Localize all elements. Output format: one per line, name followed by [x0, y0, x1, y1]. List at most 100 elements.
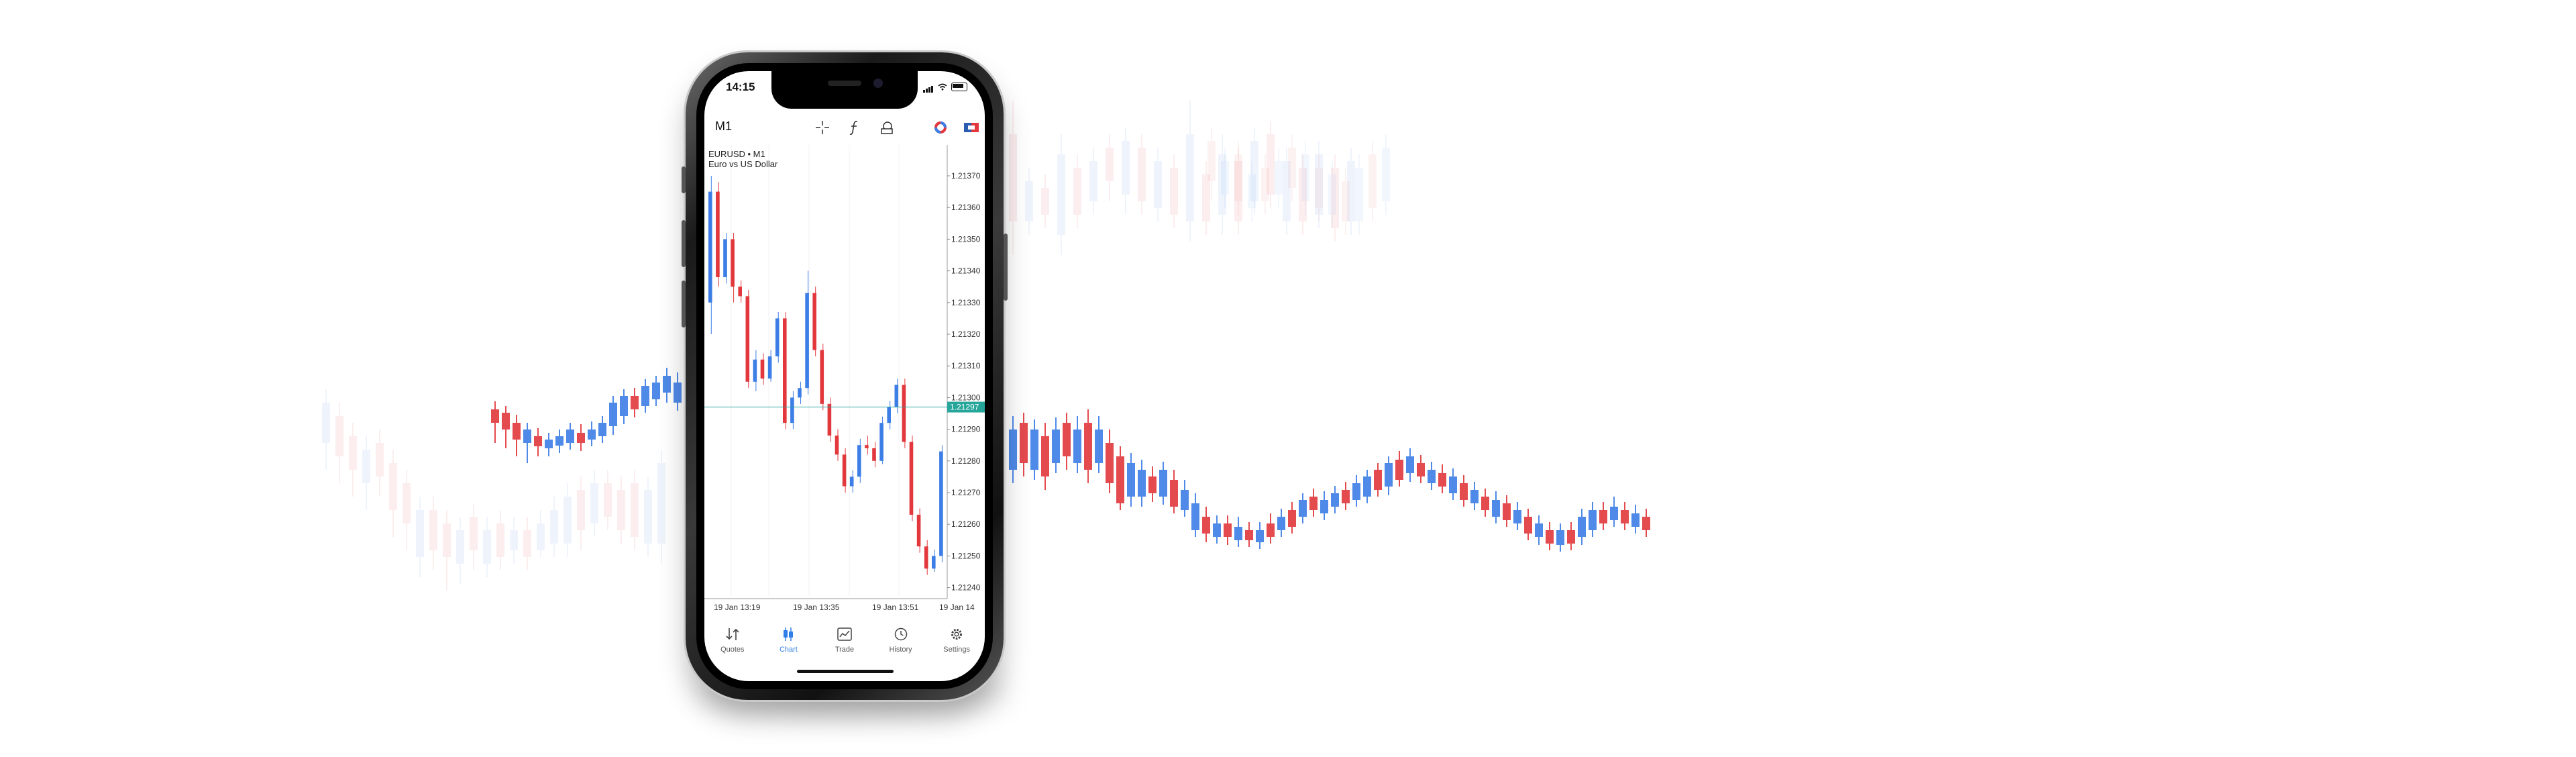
background-candle: [652, 376, 660, 406]
candle-body: [902, 385, 906, 442]
signal-icon: [923, 81, 934, 93]
background-candle: [1213, 515, 1221, 544]
background-candle: [1138, 134, 1146, 215]
tab-trade-label: Trade: [835, 646, 855, 654]
background-candle-body: [1342, 490, 1350, 503]
background-candle-body: [1041, 188, 1049, 215]
background-candle-body: [1057, 154, 1065, 235]
background-candle-body: [1599, 510, 1607, 523]
candle-body: [909, 442, 914, 515]
background-candle: [443, 510, 451, 591]
background-candle: [537, 510, 545, 557]
background-candle-body: [1438, 473, 1446, 487]
background-candle: [631, 470, 639, 550]
candle-body: [812, 293, 816, 350]
background-candle-body: [1363, 476, 1371, 497]
price-chart[interactable]: EURUSD • M1 Euro vs US Dollar 1.21370 1.2…: [704, 145, 985, 616]
crosshair-icon[interactable]: [814, 119, 830, 136]
background-candle: [1417, 455, 1425, 483]
background-candle-body: [545, 440, 553, 448]
phone-screen: 14:15 M1 EURUSD • M1 Euro vs US Dollar: [704, 71, 985, 681]
background-candle-body: [1116, 456, 1124, 503]
background-candle-body: [1170, 480, 1178, 507]
background-candle: [1009, 101, 1017, 255]
background-candle: [349, 423, 357, 497]
background-candle: [1342, 482, 1350, 510]
objects-icon[interactable]: [879, 119, 895, 136]
background-candle: [1546, 522, 1554, 550]
function-icon[interactable]: [847, 119, 863, 136]
background-candle-body: [1578, 517, 1586, 537]
background-candle-body: [1052, 430, 1060, 463]
background-candle-body: [1009, 134, 1017, 221]
background-candle-body: [1248, 174, 1256, 208]
lifebuoy-icon[interactable]: [932, 119, 949, 136]
background-candle: [1492, 491, 1500, 523]
background-candle-body: [1224, 523, 1232, 537]
background-candle: [1578, 509, 1586, 545]
background-candle-body: [523, 430, 531, 443]
tab-history-label: History: [889, 646, 912, 654]
background-candle-body: [644, 490, 652, 544]
background-candle-body: [1106, 443, 1114, 483]
background-candle-body: [564, 497, 572, 544]
background-candle-body: [1208, 141, 1216, 181]
speaker-grille: [828, 81, 861, 86]
background-candle-body: [1513, 510, 1521, 523]
candle-body: [924, 546, 928, 569]
background-candle: [1621, 502, 1629, 530]
home-indicator: [797, 670, 894, 673]
tab-settings[interactable]: Settings: [928, 621, 985, 662]
candle-body: [767, 356, 772, 379]
background-candle: [550, 497, 558, 557]
background-candle-body: [1030, 430, 1038, 470]
background-candle-body: [1535, 523, 1543, 537]
background-candle: [1328, 161, 1336, 228]
background-candle-body: [1417, 463, 1425, 476]
background-candle: [1599, 502, 1607, 530]
background-candle: [376, 430, 384, 497]
background-candle-body: [1315, 154, 1323, 215]
y-tick-label: 1.21260: [951, 519, 981, 529]
timeframe-button[interactable]: M1: [715, 119, 733, 133]
background-candle: [1524, 509, 1532, 540]
background-candle-body: [1301, 154, 1309, 201]
background-candle: [1256, 522, 1264, 549]
background-candle: [491, 401, 499, 443]
background-candle: [456, 517, 464, 584]
background-candle-body: [1267, 134, 1275, 195]
flag-icon[interactable]: [963, 119, 979, 136]
candle-body: [872, 448, 876, 461]
background-candle-body: [1428, 470, 1436, 483]
background-candle: [335, 403, 343, 483]
background-candle: [1315, 154, 1323, 221]
y-tick-label: 1.21270: [951, 488, 981, 497]
background-candle-body: [1159, 470, 1167, 497]
background-candle-body: [1127, 463, 1135, 497]
candle-body: [745, 296, 750, 382]
background-candle: [1202, 507, 1210, 542]
y-tick-label: 1.21240: [951, 583, 981, 593]
trade-icon: [837, 627, 852, 641]
background-candle-body: [1347, 161, 1355, 221]
chart-symbol-info: EURUSD • M1 Euro vs US Dollar: [708, 149, 777, 169]
background-candle: [1342, 168, 1350, 235]
background-candle: [1159, 462, 1167, 505]
background-candle-body: [1073, 168, 1081, 215]
background-candle: [1428, 462, 1436, 490]
bottom-tab-bar: Quotes Chart Trade History Settings: [704, 621, 985, 662]
tab-chart[interactable]: Chart: [761, 621, 817, 662]
tab-history[interactable]: History: [873, 621, 929, 662]
background-candle: [590, 470, 598, 537]
background-candle: [1556, 523, 1564, 552]
tab-trade[interactable]: Trade: [816, 621, 873, 662]
background-candle: [1283, 148, 1291, 235]
settings-icon: [951, 629, 963, 640]
background-candle-body: [1406, 456, 1414, 473]
background-candle: [1106, 134, 1114, 201]
background-candle-body: [483, 530, 491, 564]
background-candle: [1382, 134, 1390, 215]
background-candle: [657, 450, 665, 564]
background-candle: [1025, 168, 1033, 235]
tab-quotes[interactable]: Quotes: [704, 621, 761, 662]
